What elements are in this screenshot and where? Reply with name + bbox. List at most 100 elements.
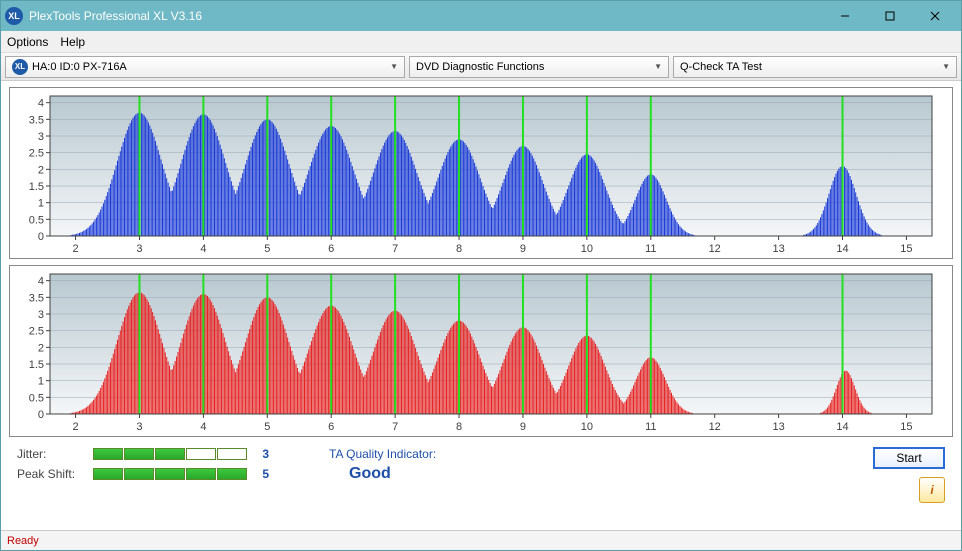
svg-text:11: 11 xyxy=(645,243,656,255)
svg-text:1.5: 1.5 xyxy=(29,181,44,193)
chevron-down-icon: ▼ xyxy=(390,62,398,71)
function-dropdown[interactable]: DVD Diagnostic Functions ▼ xyxy=(409,56,669,78)
svg-text:3.5: 3.5 xyxy=(29,292,44,304)
meter-segment xyxy=(93,448,123,460)
chevron-down-icon: ▼ xyxy=(654,62,662,71)
svg-text:1.5: 1.5 xyxy=(29,359,44,371)
ta-chart-bottom: 0 0.5 1 1.5 2 2.5 3 3.5 4 2 3 4 5 6 7 8 9 10 11 12 13 14 15 xyxy=(10,266,952,436)
drive-icon: XL xyxy=(12,59,28,75)
peakshift-meter: Peak Shift: 5 xyxy=(17,467,269,481)
svg-text:4: 4 xyxy=(200,243,206,255)
svg-text:9: 9 xyxy=(520,243,526,255)
svg-text:13: 13 xyxy=(772,421,784,433)
svg-text:10: 10 xyxy=(581,421,593,433)
svg-text:10: 10 xyxy=(581,243,593,255)
menubar: Options Help xyxy=(1,31,961,53)
meter-segment xyxy=(124,468,154,480)
bottom-panel: Jitter: 3 Peak Shift: 5 TA Quality Indic… xyxy=(9,443,953,509)
drive-dropdown-label: HA:0 ID:0 PX-716A xyxy=(32,61,386,73)
svg-text:15: 15 xyxy=(900,421,912,433)
meter-segment xyxy=(217,468,247,480)
svg-text:8: 8 xyxy=(456,243,462,255)
svg-text:7: 7 xyxy=(392,243,398,255)
start-button[interactable]: Start xyxy=(873,447,945,469)
peakshift-bar xyxy=(93,468,247,480)
svg-text:11: 11 xyxy=(645,421,656,433)
chevron-down-icon: ▼ xyxy=(942,62,950,71)
chart-top-wrap: 0 0.5 1 1.5 2 2.5 3 3.5 4 2 3 4 5 6 7 8 9 10 11 12 13 14 15 xyxy=(9,87,953,259)
window-title: PlexTools Professional XL V3.16 xyxy=(29,9,822,23)
svg-text:2: 2 xyxy=(73,421,79,433)
meter-segment xyxy=(155,448,185,460)
status-text: Ready xyxy=(7,535,39,547)
peakshift-label: Peak Shift: xyxy=(17,467,85,481)
svg-text:3: 3 xyxy=(136,421,142,433)
meters: Jitter: 3 Peak Shift: 5 xyxy=(17,447,269,481)
toolbar: XL HA:0 ID:0 PX-716A ▼ DVD Diagnostic Fu… xyxy=(1,53,961,81)
ta-chart-top: 0 0.5 1 1.5 2 2.5 3 3.5 4 2 3 4 5 6 7 8 9 10 11 12 13 14 15 xyxy=(10,88,952,258)
drive-dropdown[interactable]: XL HA:0 ID:0 PX-716A ▼ xyxy=(5,56,405,78)
maximize-button[interactable] xyxy=(867,2,912,30)
menu-help[interactable]: Help xyxy=(60,35,85,49)
meter-segment xyxy=(93,468,123,480)
svg-text:12: 12 xyxy=(709,421,721,433)
svg-text:1: 1 xyxy=(38,198,44,210)
meter-segment xyxy=(186,468,216,480)
meter-segment xyxy=(186,448,216,460)
jitter-value: 3 xyxy=(255,447,269,461)
peakshift-value: 5 xyxy=(255,467,269,481)
info-icon: i xyxy=(930,483,933,497)
meter-segment xyxy=(217,448,247,460)
svg-text:2: 2 xyxy=(38,164,44,176)
svg-text:14: 14 xyxy=(836,421,848,433)
minimize-button[interactable] xyxy=(822,2,867,30)
meter-segment xyxy=(155,468,185,480)
svg-text:9: 9 xyxy=(520,421,526,433)
svg-text:4: 4 xyxy=(38,98,44,110)
svg-text:5: 5 xyxy=(264,243,270,255)
svg-text:0: 0 xyxy=(38,231,44,243)
content-area: 00.511.522.533.5423456789101112131415 00… xyxy=(1,81,961,530)
svg-text:6: 6 xyxy=(328,243,334,255)
svg-text:3: 3 xyxy=(38,131,44,143)
svg-text:15: 15 xyxy=(900,243,912,255)
svg-text:1: 1 xyxy=(38,376,44,388)
svg-text:4: 4 xyxy=(200,421,206,433)
quality-value: Good xyxy=(349,465,391,483)
quality-indicator: TA Quality Indicator: Good xyxy=(329,447,436,483)
svg-text:13: 13 xyxy=(772,243,784,255)
svg-text:7: 7 xyxy=(392,421,398,433)
test-dropdown-label: Q-Check TA Test xyxy=(680,61,938,73)
svg-text:3.5: 3.5 xyxy=(29,114,44,126)
info-button[interactable]: i xyxy=(919,477,945,503)
svg-text:2: 2 xyxy=(73,243,79,255)
svg-text:0.5: 0.5 xyxy=(29,214,44,226)
svg-text:2.5: 2.5 xyxy=(29,148,44,160)
jitter-bar xyxy=(93,448,247,460)
svg-text:5: 5 xyxy=(264,421,270,433)
svg-text:4: 4 xyxy=(38,276,44,288)
svg-text:8: 8 xyxy=(456,421,462,433)
test-dropdown[interactable]: Q-Check TA Test ▼ xyxy=(673,56,957,78)
titlebar: XL PlexTools Professional XL V3.16 xyxy=(1,1,961,31)
statusbar: Ready xyxy=(1,530,961,550)
menu-options[interactable]: Options xyxy=(7,35,48,49)
svg-text:12: 12 xyxy=(709,243,721,255)
meter-segment xyxy=(124,448,154,460)
function-dropdown-label: DVD Diagnostic Functions xyxy=(416,61,650,73)
svg-text:3: 3 xyxy=(38,309,44,321)
svg-text:0: 0 xyxy=(38,409,44,421)
svg-text:14: 14 xyxy=(836,243,848,255)
svg-text:0.5: 0.5 xyxy=(29,392,44,404)
jitter-label: Jitter: xyxy=(17,447,85,461)
svg-text:2.5: 2.5 xyxy=(29,326,44,338)
app-icon: XL xyxy=(5,7,23,25)
app-window: XL PlexTools Professional XL V3.16 Optio… xyxy=(0,0,962,551)
svg-text:3: 3 xyxy=(136,243,142,255)
svg-text:2: 2 xyxy=(38,342,44,354)
quality-label: TA Quality Indicator: xyxy=(329,447,436,461)
chart-bottom-wrap: 0 0.5 1 1.5 2 2.5 3 3.5 4 2 3 4 5 6 7 8 9 10 11 12 13 14 15 xyxy=(9,265,953,437)
jitter-meter: Jitter: 3 xyxy=(17,447,269,461)
svg-text:6: 6 xyxy=(328,421,334,433)
close-button[interactable] xyxy=(912,2,957,30)
